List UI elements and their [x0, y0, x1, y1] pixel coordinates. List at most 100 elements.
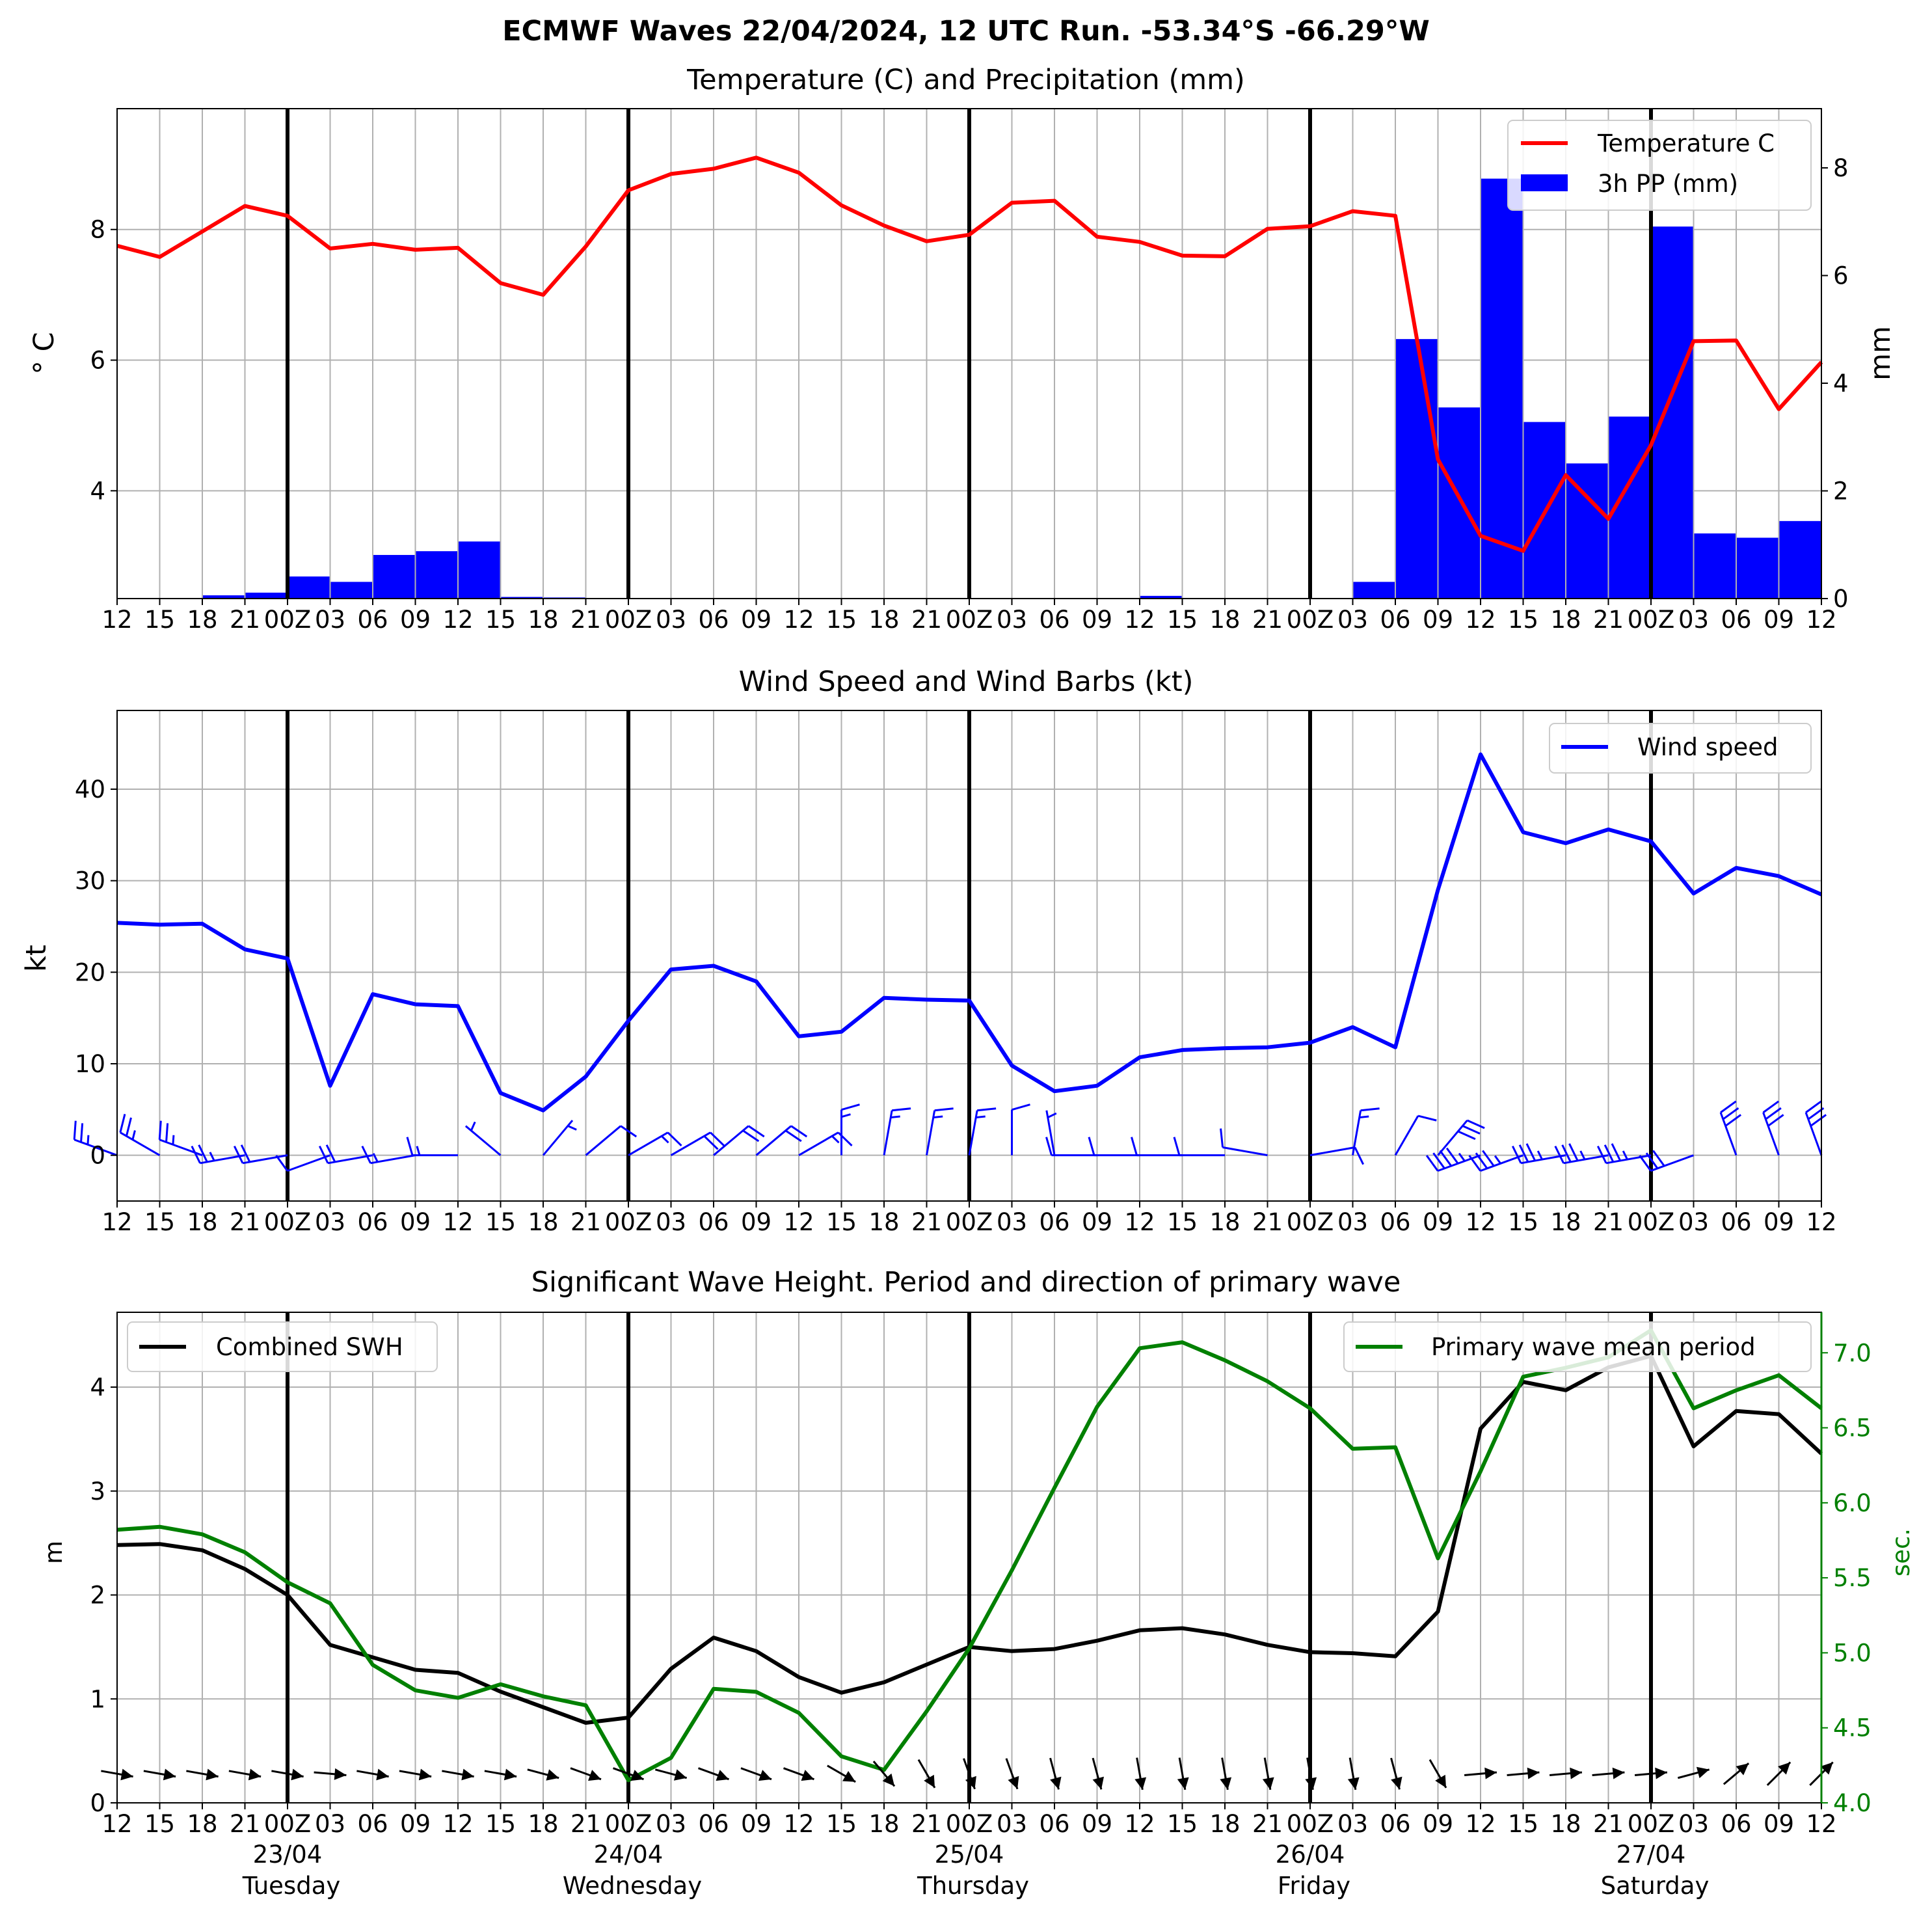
x-tick-label: 21 [911, 1810, 942, 1838]
arrow-head [1696, 1766, 1710, 1779]
barb-full [1762, 1100, 1780, 1114]
barb-full [1131, 1137, 1138, 1156]
x-tick-label: 09 [1764, 1810, 1794, 1838]
x-tick-label: 09 [1423, 606, 1453, 634]
plot-frame [116, 710, 1822, 1202]
x-tick-label: 21 [1252, 1208, 1283, 1236]
y-tick-label: 3 [90, 1478, 105, 1506]
x-tick-label: 00Z [1628, 1810, 1674, 1838]
arrow-head [1347, 1777, 1360, 1790]
arrow-head [1778, 1762, 1791, 1775]
wind-barb [713, 1125, 765, 1156]
legend-label-swh: Combined SWH [216, 1333, 403, 1361]
arrow-head [801, 1770, 814, 1781]
temperature-line [116, 155, 1823, 553]
x-tick-label: 21 [230, 1810, 260, 1838]
precip-bar [245, 592, 287, 599]
x-tick-label: 03 [1337, 1810, 1368, 1838]
barb-half [1047, 1112, 1057, 1118]
wind-barb [1805, 1100, 1827, 1156]
barb-full [1088, 1137, 1095, 1156]
day-date-label: 25/04 [935, 1841, 1004, 1869]
wind-barb [1045, 1137, 1097, 1157]
barb-staff [120, 1131, 161, 1156]
wave-direction-arrow [872, 1761, 896, 1787]
x-tick-label: 12 [1806, 1208, 1836, 1236]
arrow-head [206, 1768, 219, 1781]
barb-staff [1394, 1115, 1419, 1156]
barb-full [710, 1131, 725, 1146]
wave-direction-arrow [484, 1768, 517, 1781]
x-tick-label: 00Z [1628, 606, 1674, 634]
barb-full [1722, 1107, 1739, 1120]
barb-full [1462, 1125, 1481, 1135]
legend-period: Primary wave mean period [1343, 1321, 1812, 1372]
barb-full [80, 1123, 84, 1142]
barb-half [841, 1113, 851, 1118]
arrow-head [965, 1776, 976, 1789]
x-tick-label: 15 [1167, 606, 1198, 634]
barb-staff [242, 1154, 288, 1165]
x-tick-label: 09 [1082, 1810, 1112, 1838]
barb-staff [1437, 1120, 1468, 1156]
wave-direction-arrow [356, 1768, 389, 1781]
legend-label-precip: 3h PP (mm) [1598, 170, 1738, 198]
x-tick-label: 21 [230, 1208, 260, 1236]
x-tick-label: 00Z [264, 606, 311, 634]
wave-direction-arrow [827, 1764, 856, 1783]
barb-staff [1563, 1154, 1609, 1165]
x-tick-label: 12 [1465, 606, 1496, 634]
wind-barb [1352, 1107, 1380, 1155]
barb-full [1596, 1145, 1607, 1164]
precip-bar [501, 597, 543, 599]
wind-barb [1011, 1103, 1030, 1155]
x-tick-label: 06 [1721, 606, 1751, 634]
x-tick-label: 15 [485, 1208, 516, 1236]
x-tick-label: 15 [826, 1810, 857, 1838]
barb-full [1767, 1114, 1784, 1127]
axes: 12 15 18 21 00Z 03 06 09 12 15 18 21 00Z 03 06 09 12 15 18… [90, 1312, 1872, 1838]
barb-full [73, 1120, 77, 1140]
x-tick-label: 00Z [605, 606, 652, 634]
y-tick-label: 0 [90, 1789, 105, 1817]
x-tick-label: 00Z [1628, 1208, 1674, 1236]
barb-full [275, 1155, 288, 1172]
x-tick-label: 21 [570, 1208, 601, 1236]
temperature-precip-panel: Temperature (C) and Precipitation (mm) 1… [28, 64, 1897, 634]
wave-direction-arrow [399, 1768, 432, 1781]
barb-full [742, 1129, 760, 1142]
y2-tick-label: 6.5 [1833, 1414, 1872, 1442]
wind-barb [1131, 1137, 1183, 1157]
barb-full [1457, 1130, 1476, 1141]
arrow-head [1655, 1767, 1667, 1779]
wind-barb [1394, 1114, 1437, 1156]
precip-bar [1438, 407, 1480, 599]
suptitle: ECMWF Waves 22/04/2024, 12 UTC Run. -53.… [502, 15, 1430, 47]
x-tick-label: 15 [1508, 1810, 1538, 1838]
wind-barb [883, 1107, 911, 1155]
wave-direction-arrow [1766, 1761, 1791, 1787]
x-tick-label: 18 [868, 606, 899, 634]
x-tick-label: 15 [485, 606, 516, 634]
x-tick-label: 06 [698, 606, 729, 634]
x-tick-label: 21 [1252, 1810, 1283, 1838]
barb-full [841, 1103, 860, 1111]
barb-staff [1650, 1154, 1695, 1172]
wave-lines [116, 1328, 1823, 1783]
barb-full [790, 1125, 808, 1138]
barb-full [1568, 1143, 1579, 1161]
x-tick-label: 00Z [946, 606, 993, 634]
x-tick-label: 21 [911, 1208, 942, 1236]
barb-staff [464, 1125, 502, 1156]
y-tick-label: 4 [90, 477, 105, 505]
y-tick-label: 20 [75, 958, 105, 986]
panel-title-wind: Wind Speed and Wind Barbs (kt) [739, 666, 1194, 698]
barb-staff [755, 1125, 792, 1156]
barb-staff [287, 1154, 331, 1172]
panel-title-temperature: Temperature (C) and Precipitation (mm) [686, 64, 1245, 96]
arrow-head [461, 1768, 474, 1781]
y2-tick-label: 4.5 [1833, 1714, 1872, 1742]
x-tick-label: 03 [656, 1810, 686, 1838]
arrow-head [1435, 1774, 1446, 1788]
precip-bar [1652, 226, 1693, 599]
